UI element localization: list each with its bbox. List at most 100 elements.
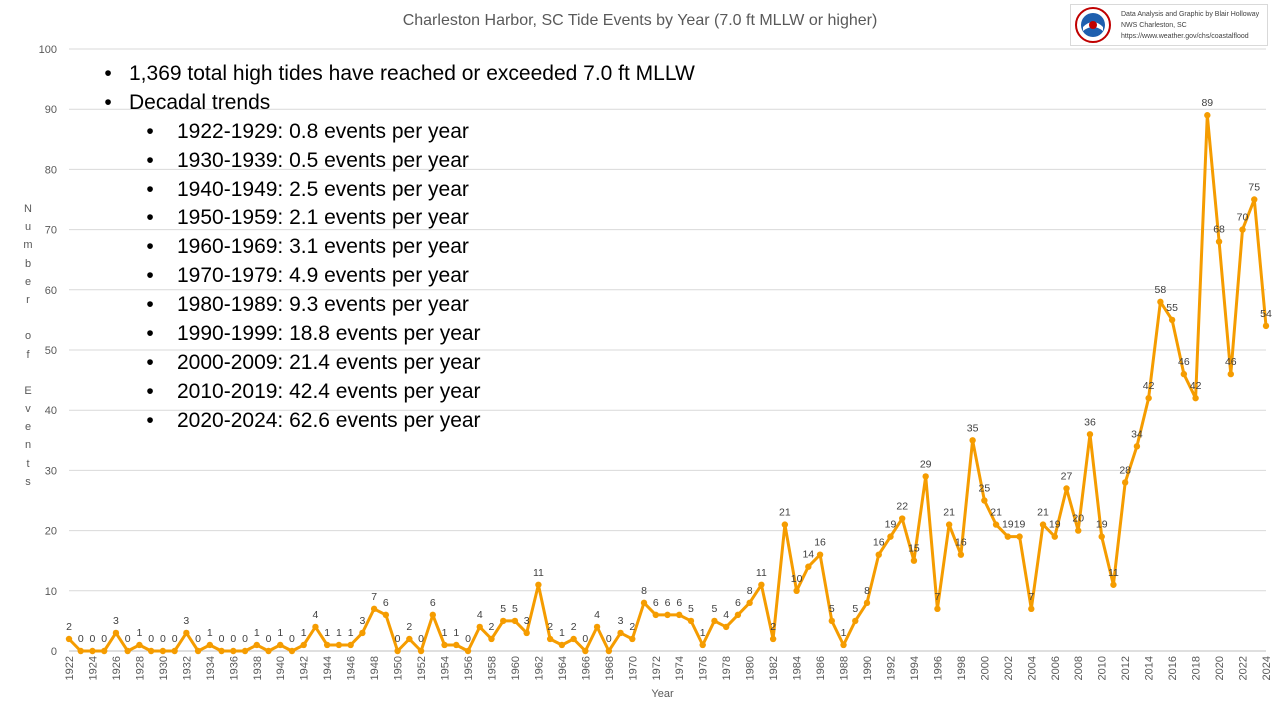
- trend-text: 1980-1989: 9.3 events per year: [177, 293, 469, 317]
- y-tick-label: 20: [45, 526, 57, 538]
- nws-logo-icon: [1075, 7, 1111, 43]
- data-point: [1075, 527, 1082, 534]
- data-point: [769, 635, 777, 643]
- data-point: [1157, 298, 1164, 306]
- data-label: 3: [113, 615, 119, 627]
- data-label: 5: [829, 603, 835, 615]
- data-point: [722, 623, 730, 631]
- x-tick-label: 1938: [252, 656, 264, 680]
- x-tick-label: 2016: [1167, 656, 1179, 680]
- data-label: 19: [1096, 519, 1108, 531]
- y-tick-label: 60: [45, 285, 57, 297]
- data-label: 6: [676, 597, 682, 609]
- data-label: 42: [1143, 380, 1155, 392]
- data-point: [1133, 443, 1141, 450]
- data-label: 5: [712, 603, 718, 615]
- data-point: [781, 521, 789, 528]
- trend-text: 1970-1979: 4.9 events per year: [177, 264, 469, 288]
- data-point: [453, 641, 460, 649]
- data-point: [1121, 479, 1129, 486]
- x-tick-label: 1990: [862, 656, 874, 680]
- data-label: 21: [990, 507, 1002, 519]
- trend-text: 1922-1929: 0.8 events per year: [177, 119, 469, 143]
- data-point: [828, 617, 835, 625]
- x-axis-label: Year: [651, 688, 674, 700]
- x-tick-label: 2004: [1026, 656, 1038, 680]
- data-point: [652, 611, 659, 619]
- data-point: [77, 647, 84, 655]
- data-label: 54: [1260, 308, 1272, 320]
- data-point: [112, 629, 120, 637]
- chart-title: Charleston Harbor, SC Tide Events by Yea…: [402, 12, 878, 29]
- credit-office: NWS Charleston, SC: [1121, 22, 1187, 29]
- data-label: 2: [629, 621, 635, 633]
- data-label: 1: [559, 627, 565, 639]
- data-label: 0: [289, 633, 295, 645]
- data-label: 70: [1237, 212, 1249, 224]
- data-label: 0: [172, 633, 178, 645]
- x-tick-label: 1962: [533, 656, 545, 680]
- data-label: 1: [336, 627, 342, 639]
- data-point: [1086, 431, 1094, 438]
- y-tick-label: 40: [45, 405, 57, 417]
- data-point: [230, 647, 237, 655]
- x-tick-label: 1942: [299, 656, 311, 680]
- data-point: [171, 647, 178, 655]
- x-tick-label: 1922: [64, 656, 76, 680]
- data-label: 1: [348, 627, 354, 639]
- y-axis-label-char: s: [25, 475, 31, 488]
- data-label: 0: [582, 633, 588, 645]
- data-label: 6: [430, 597, 436, 609]
- credit-url[interactable]: https://www.weather.gov/chs/coastalflood: [1121, 33, 1249, 40]
- data-label: 1: [254, 627, 260, 639]
- data-point: [429, 611, 436, 619]
- x-tick-label: 2024: [1261, 656, 1273, 680]
- credit-author: Data Analysis and Graphic by Blair Hollo…: [1121, 11, 1260, 18]
- data-label: 14: [802, 549, 814, 561]
- data-label: 19: [1002, 519, 1014, 531]
- y-axis-label-char: e: [24, 275, 32, 288]
- x-tick-label: 1986: [815, 656, 827, 680]
- credit-box: Data Analysis and Graphic by Blair Hollo…: [1070, 4, 1268, 46]
- x-tick-label: 1972: [651, 656, 663, 680]
- x-tick-label: 1932: [181, 656, 193, 680]
- x-tick-label: 1956: [463, 656, 475, 680]
- y-axis-label-char: r: [26, 293, 30, 306]
- data-label: 6: [665, 597, 671, 609]
- y-axis-label-char: v: [25, 403, 31, 416]
- summary-text: 1,369 total high tides have reached or e…: [129, 62, 695, 85]
- data-point: [347, 641, 354, 649]
- data-point: [1192, 394, 1199, 402]
- data-point: [629, 635, 636, 643]
- data-label: 0: [90, 633, 96, 645]
- data-label: 0: [160, 633, 166, 645]
- x-tick-label: 1952: [416, 656, 428, 680]
- data-point: [969, 437, 976, 444]
- y-axis-label-char: e: [24, 421, 32, 434]
- x-tick-label: 1960: [510, 656, 522, 680]
- data-point: [124, 647, 131, 655]
- data-label: 5: [688, 603, 694, 615]
- data-label: 20: [1072, 513, 1084, 525]
- y-tick-label: 90: [45, 104, 57, 116]
- data-point: [1051, 533, 1058, 540]
- data-point: [1168, 316, 1176, 324]
- data-label: 0: [78, 633, 84, 645]
- x-tick-label: 2002: [1003, 656, 1015, 680]
- data-point: [89, 647, 96, 655]
- data-label: 89: [1201, 97, 1213, 109]
- data-point: [500, 617, 507, 625]
- data-label: 3: [359, 615, 365, 627]
- bullet-glyph: •: [146, 177, 154, 201]
- data-label: 25: [979, 483, 991, 495]
- data-point: [1262, 322, 1270, 330]
- data-label: 4: [477, 609, 483, 621]
- data-point: [899, 515, 906, 522]
- data-point: [488, 635, 495, 643]
- data-point: [277, 641, 284, 649]
- y-axis-label-char: N: [24, 203, 32, 215]
- y-axis-label-char: u: [24, 221, 32, 234]
- data-point: [288, 647, 296, 655]
- data-point: [312, 623, 319, 631]
